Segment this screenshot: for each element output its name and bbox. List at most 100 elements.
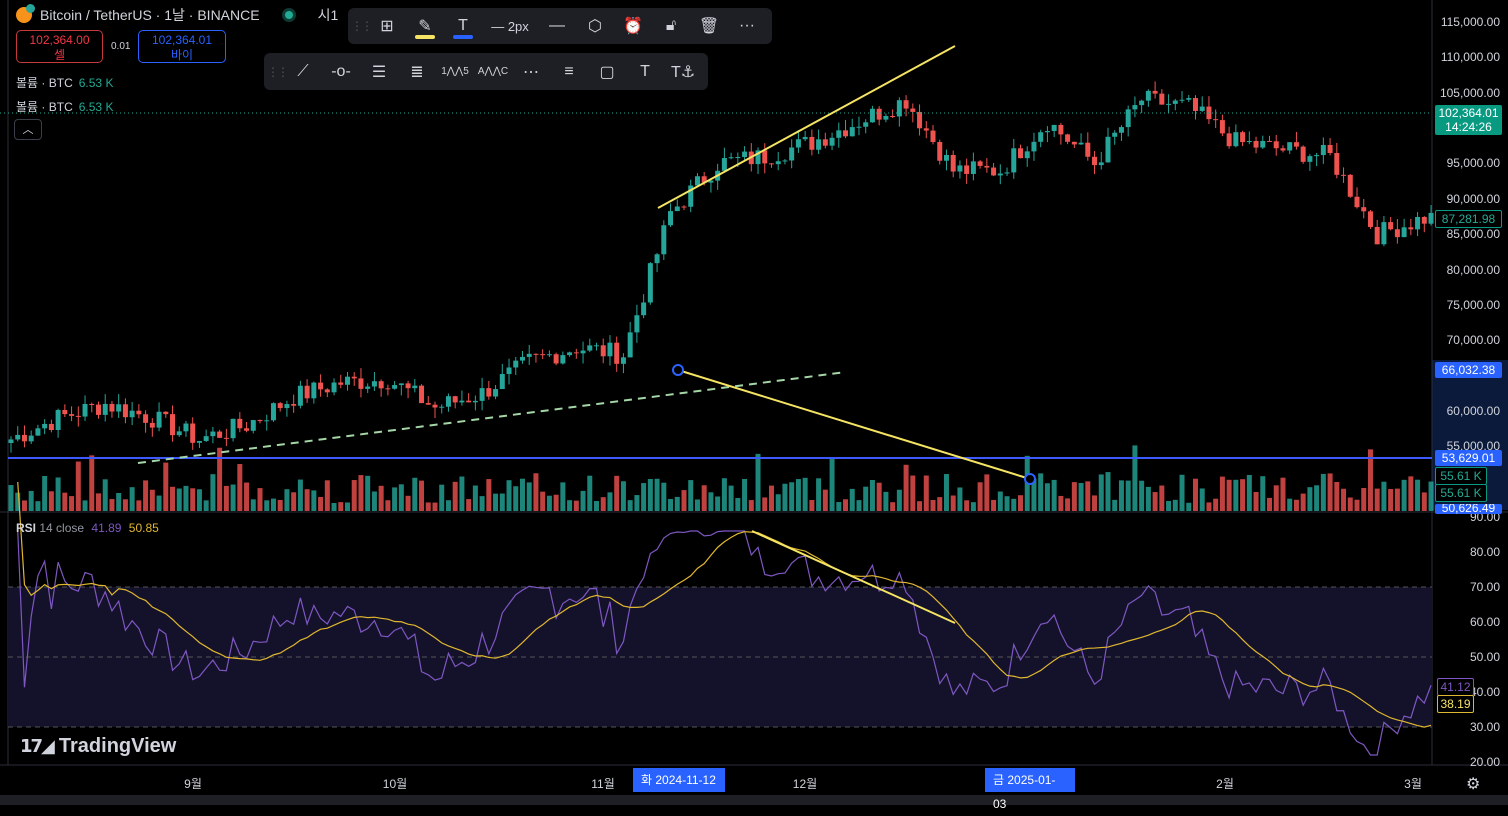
candle-body xyxy=(1293,142,1299,147)
candle-body xyxy=(170,414,176,436)
volume-bar xyxy=(627,500,633,511)
volume-bar xyxy=(1192,478,1198,511)
candle-body xyxy=(1421,216,1427,224)
pencil-color-icon[interactable]: ✎ xyxy=(406,9,444,43)
volume-bar xyxy=(1166,500,1172,511)
candle-body xyxy=(345,376,350,385)
candle-body xyxy=(479,388,485,401)
volume-bar xyxy=(607,492,613,511)
candle-body xyxy=(499,373,505,390)
candle-body xyxy=(768,163,774,165)
text-icon[interactable]: T xyxy=(640,62,650,80)
settings-icon[interactable]: ⚙︎ xyxy=(1466,776,1481,793)
candle-body xyxy=(1125,109,1131,128)
more-icon[interactable]: ··· xyxy=(739,17,755,34)
parallel-channel-icon[interactable]: ☰ xyxy=(371,63,387,81)
trash-icon[interactable]: 🗑︎ xyxy=(698,18,720,35)
volume-bar xyxy=(1354,499,1360,511)
add-template-icon[interactable]: ⊞ xyxy=(380,18,394,35)
settings-hex-icon[interactable]: ⬡ xyxy=(588,18,602,35)
candle-body xyxy=(937,142,943,161)
volume-bar xyxy=(1172,499,1178,511)
volume-bar xyxy=(923,475,929,511)
volume-bar xyxy=(190,488,196,511)
candle-body xyxy=(1240,132,1246,143)
volume-bar xyxy=(533,473,539,511)
volume-bar xyxy=(1287,498,1293,511)
trend-line-icon[interactable]: ⟋ xyxy=(297,62,309,80)
volume-bar xyxy=(560,482,566,511)
elliott-wave-icon[interactable]: 1 ⋀⋀ 5 xyxy=(441,66,469,77)
candle-body xyxy=(1428,212,1434,224)
volume-bar xyxy=(1092,495,1098,511)
flat-top-bottom-icon[interactable]: ≡ xyxy=(564,62,574,80)
volume-bar xyxy=(284,489,290,511)
symbol-title[interactable]: Bitcoin / TetherUS · 1날 · BINANCE xyxy=(40,7,260,23)
candle-body xyxy=(674,206,680,212)
regression-trend-icon[interactable]: ⋯ xyxy=(523,63,539,81)
candle-body xyxy=(95,404,101,415)
candle-body xyxy=(647,263,653,303)
horizontal-ray-icon[interactable]: -o- xyxy=(331,62,351,80)
candle-body xyxy=(156,411,162,428)
rectangle-icon[interactable]: ▢ xyxy=(599,63,615,81)
volume-value: 6.53 K xyxy=(78,76,114,90)
volume-legend[interactable]: 볼륨 · BTC 6.53 K xyxy=(16,98,113,115)
candle-body xyxy=(284,404,290,409)
candle-body xyxy=(829,137,835,146)
drag-handle-icon[interactable]: ⋮⋮ xyxy=(267,64,289,79)
volume-bar xyxy=(1145,486,1151,511)
candle-body xyxy=(82,403,88,417)
volume-bar xyxy=(170,486,176,511)
drag-handle-icon[interactable]: ⋮⋮ xyxy=(351,19,373,33)
candle-body xyxy=(1105,136,1111,163)
buy-button[interactable]: 102,364.01 바이 xyxy=(138,30,226,63)
candle-body xyxy=(964,165,970,174)
candle-body xyxy=(1320,144,1326,156)
candle-body xyxy=(1199,106,1205,111)
anchored-text-icon[interactable]: T⚓︎ xyxy=(670,63,696,81)
volume-bar xyxy=(553,494,559,511)
sell-button[interactable]: 102,364.00 셀 xyxy=(16,30,103,63)
text-color-icon[interactable]: T xyxy=(444,9,482,43)
candle-body xyxy=(688,185,694,207)
volume-bar xyxy=(250,499,256,511)
line-style-icon[interactable]: — xyxy=(549,17,565,34)
candle-body xyxy=(1078,142,1084,145)
abcd-pattern-icon[interactable]: A ⋀⋀ C xyxy=(477,66,509,77)
candle-body xyxy=(1038,132,1044,142)
volume-bar xyxy=(1233,479,1239,511)
volume-bar xyxy=(795,479,801,511)
volume-bar xyxy=(42,475,48,511)
tradingview-logo: 𝟭𝟳◢ TradingView xyxy=(20,735,176,758)
add-alert-icon[interactable]: ⏰ xyxy=(623,18,643,35)
collapse-legend-button[interactable]: ︿ xyxy=(14,119,42,140)
candle-body xyxy=(217,431,223,438)
volume-legend[interactable]: 볼륨 · BTC 6.53 K xyxy=(16,74,113,91)
volume-bar xyxy=(937,497,943,511)
volume-bar xyxy=(896,489,902,511)
volume-bar xyxy=(69,496,75,511)
volume-bar xyxy=(398,484,404,511)
volume-bar xyxy=(1179,474,1185,511)
line-width-button[interactable]: — 2px xyxy=(491,18,529,34)
candle-body xyxy=(991,167,997,176)
volume-bar xyxy=(1186,502,1192,511)
volume-bar xyxy=(876,482,882,511)
candle-body xyxy=(1112,132,1118,137)
unlock-icon[interactable]: 🔓︎ xyxy=(665,17,677,34)
candle-body xyxy=(109,403,115,412)
candle-body xyxy=(365,386,371,389)
candle-body xyxy=(627,332,633,358)
rsi-legend[interactable]: RSI 14 close 41.89 50.85 xyxy=(16,521,159,535)
volume-bar xyxy=(634,495,640,511)
candle-body xyxy=(694,176,700,186)
drawing-toolbar: ⋮⋮ ⊞ ✎ T — 2px — ⬡ ⏰ 🔓︎ 🗑︎ ··· xyxy=(348,8,772,44)
volume-bar xyxy=(351,480,357,511)
candle-body xyxy=(789,147,795,161)
candle-body xyxy=(270,403,276,421)
fib-retracement-icon[interactable]: ≣ xyxy=(410,63,424,81)
candle-body xyxy=(977,161,983,166)
candle-body xyxy=(102,403,108,415)
